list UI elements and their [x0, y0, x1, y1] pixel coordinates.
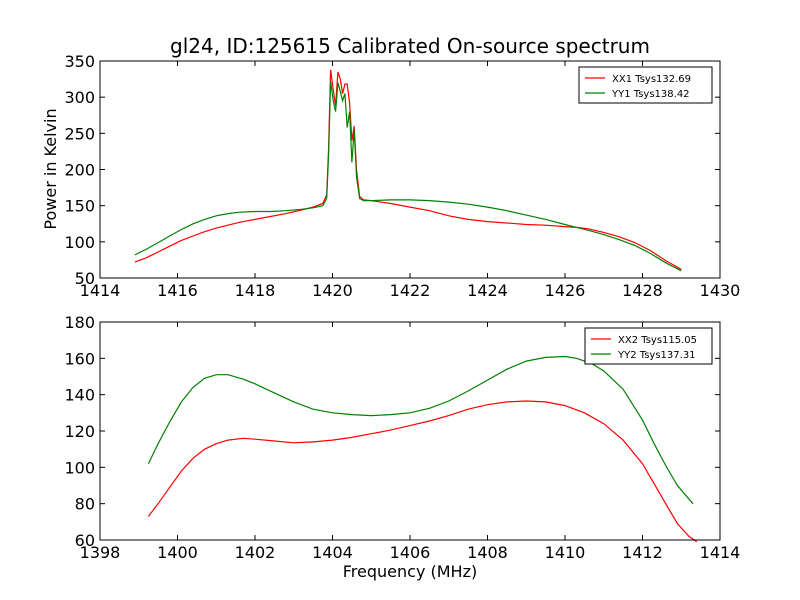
x-tick-label: 1426: [545, 281, 586, 300]
x-tick-label: 1430: [700, 281, 741, 300]
y-tick-label: 180: [64, 313, 95, 332]
legend-box: [584, 327, 713, 365]
y-axis-label-top: Power in Kelvin: [41, 108, 60, 229]
x-tick-label: 1406: [390, 543, 431, 562]
figure-title: gl24, ID:125615 Calibrated On-source spe…: [170, 34, 650, 58]
x-tick-label: 1404: [312, 543, 353, 562]
y-tick-label: 60: [75, 531, 95, 550]
x-tick-label: 1398: [80, 543, 121, 562]
bottom-spectrum-plot: 1398 1400 1402 1404 1406 1408 1410 1412 1414 60 80…: [64, 313, 740, 562]
x-tick-label: 1422: [390, 281, 431, 300]
y-tick-label: 80: [75, 495, 95, 514]
x-tick-label: 1420: [312, 281, 353, 300]
legend: XX2 Tsys115.05 YY2 Tsys137.31: [584, 327, 713, 365]
legend-entry-label: XX2 Tsys115.05: [618, 335, 697, 346]
y-tick-label: 350: [64, 52, 95, 71]
legend-entry-label: YY1 Tsys138.42: [611, 89, 690, 100]
top-spectrum-plot: 1414 1416 1418 1420 1422 1424 1426 1428 1430 50 10…: [64, 52, 740, 300]
y-tick-label: 300: [64, 88, 95, 107]
y-tick-label: 120: [64, 422, 95, 441]
x-tick-label: 1414: [700, 543, 741, 562]
y-tick-label: 250: [64, 124, 95, 143]
x-tick-label: 1402: [235, 543, 276, 562]
series-line-0-1: [134, 81, 682, 272]
series-line-0-0: [134, 69, 682, 270]
x-tick-label: 1408: [467, 543, 508, 562]
y-tick-label: 140: [64, 386, 95, 405]
series-line-1-0: [147, 400, 698, 543]
x-tick-label: 1400: [157, 543, 198, 562]
y-tick-label: 160: [64, 349, 95, 368]
legend-entry-label: XX1 Tsys132.69: [612, 74, 691, 85]
legend-box: [578, 66, 713, 104]
y-tick-label: 150: [64, 197, 95, 216]
y-tick-label: 50: [75, 269, 95, 288]
x-tick-label: 1418: [235, 281, 276, 300]
x-tick-label: 1410: [545, 543, 586, 562]
y-tick-label: 100: [64, 458, 95, 477]
y-tick-label: 200: [64, 161, 95, 180]
x-tick-label: 1416: [157, 281, 198, 300]
x-tick-label: 1424: [467, 281, 508, 300]
x-axis-label-bottom: Frequency (MHz): [343, 562, 477, 581]
y-tick-label: 100: [64, 233, 95, 252]
x-tick-label: 1414: [80, 281, 121, 300]
series-line-1-1: [147, 355, 694, 505]
x-tick-label: 1428: [622, 281, 663, 300]
legend: XX1 Tsys132.69 YY1 Tsys138.42: [578, 66, 713, 104]
x-tick-label: 1412: [622, 543, 663, 562]
legend-entry-label: YY2 Tsys137.31: [617, 350, 696, 361]
